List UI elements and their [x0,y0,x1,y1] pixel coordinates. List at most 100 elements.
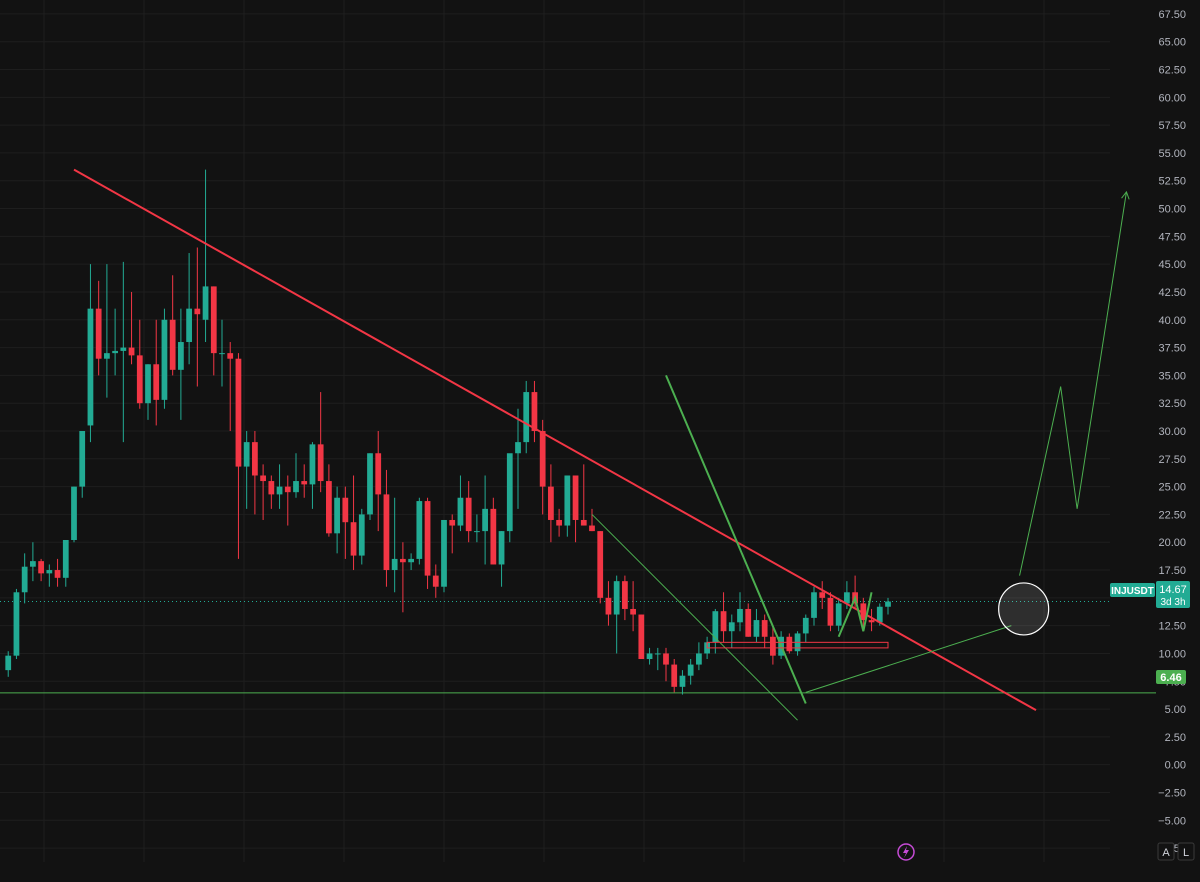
candle-body [506,453,513,532]
candle-body [79,431,86,487]
candle-body [95,308,102,359]
green-zigzag [837,592,873,638]
candle-body [358,514,365,556]
candle-body [523,392,530,443]
candle-body [293,481,299,493]
candle-body [457,497,464,526]
y-tick-label: 10.00 [1158,648,1186,660]
symbol-badge: INJUSDT [1110,583,1155,597]
candle-body [54,570,61,578]
projection-arrowhead [1121,190,1130,200]
y-tick-label: 50.00 [1158,204,1186,216]
auto-scale-label: A [1162,847,1170,859]
y-tick-label: 40.00 [1158,315,1186,327]
candle-body [227,353,234,359]
y-tick-label: 5.00 [1165,704,1186,716]
candle-body [539,431,546,487]
candle-body [284,486,291,493]
candle-body [835,603,842,626]
y-tick-label: 22.50 [1158,509,1186,521]
candle-body [441,519,447,587]
candle-body [161,319,168,400]
candle-body [416,501,423,559]
log-scale-button[interactable]: L [1177,842,1195,861]
candle-body [309,444,316,485]
y-tick-label: 2.50 [1165,732,1186,744]
red-trendline [73,168,1037,712]
candle-body [326,481,332,534]
price-axis[interactable]: 67.50 65.00 62.50 60.00 57.50 55.00 52.50 50.00… [1158,9,1186,855]
candle-body [424,501,431,576]
y-tick-label: 52.50 [1158,176,1186,188]
candle-body [350,522,357,556]
lightning-icon[interactable] [897,843,915,861]
candle-body [465,497,472,532]
candle-body [687,664,694,676]
candle-body [400,558,406,563]
y-tick-label: −5.00 [1158,815,1186,827]
y-tick-label: 27.50 [1158,454,1186,466]
candle-body [120,347,127,351]
candle-body [46,570,53,574]
y-tick-label: 20.00 [1158,537,1186,549]
candle-body [383,494,390,571]
candle-body [186,308,192,343]
candle-body [243,442,250,467]
y-tick-label: 0.00 [1165,760,1186,772]
candle-body [449,519,456,526]
candle-body [128,347,135,356]
candle-body [235,358,242,467]
y-tick-label: 55.00 [1158,148,1186,160]
candle-body [334,497,340,534]
candle-body [474,531,480,533]
candle-body [252,442,258,476]
auto-scale-button[interactable]: A [1157,842,1175,861]
candle-body [301,481,308,485]
candle-body [408,558,414,563]
candle-body [71,486,77,541]
log-scale-label: L [1183,847,1189,859]
y-tick-label: 25.00 [1158,482,1186,494]
candle-body [654,653,661,655]
candle-body [391,558,398,571]
candle-body [811,592,817,618]
candle-body [876,606,883,623]
candle-body [145,364,151,404]
candle-body [268,481,275,495]
y-tick-label: 60.00 [1158,92,1186,104]
y-tick-label: 62.50 [1158,65,1186,77]
candles [5,169,891,695]
y-tick-label: 35.00 [1158,370,1186,382]
grid [0,0,1156,862]
candle-body [169,319,176,370]
y-tick-label: 47.50 [1158,231,1186,243]
candle-body [38,561,44,574]
highlight-circle [998,582,1050,636]
y-tick-label: 67.50 [1158,9,1186,21]
projection-path [1019,191,1127,576]
candle-body [260,475,266,482]
candle-body [679,675,686,687]
candle-body [498,531,505,565]
candle-body [62,540,69,578]
candle-body [194,308,201,315]
candle-body [556,519,562,526]
candle-body [646,653,653,660]
candle-body [515,442,521,454]
candle-body [21,566,28,593]
candle-body [860,603,867,621]
candle-body [531,392,538,431]
y-tick-label: 30.00 [1158,426,1186,438]
candle-body [613,581,620,615]
last-price-value: 14.67 [1159,584,1187,596]
candle-body [638,614,645,660]
candle-body [630,608,636,615]
green-channel-lower [591,514,798,721]
candle-body [342,497,349,523]
y-tick-label: 65.00 [1158,37,1186,49]
candle-body [696,653,702,665]
y-tick-label: 37.50 [1158,343,1186,355]
candle-body [548,486,554,520]
